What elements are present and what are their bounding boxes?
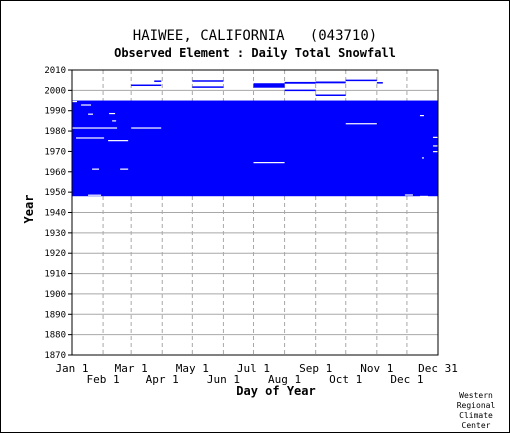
x-tick-label: Mar 1 — [115, 362, 148, 375]
missing-segment — [72, 100, 78, 103]
y-tick-label: 2010 — [44, 66, 66, 76]
missing-segment — [421, 157, 424, 159]
x-tick-label: Apr 1 — [146, 373, 179, 386]
x-tick-label: Oct 1 — [329, 373, 362, 386]
missing-segment — [253, 162, 285, 164]
x-tick-label: Sep 1 — [299, 362, 332, 375]
x-tick-label: Jul 1 — [237, 362, 270, 375]
missing-segment — [404, 194, 413, 196]
credit-line: Center — [462, 421, 491, 430]
missing-data — [72, 100, 438, 198]
data-segment — [161, 112, 190, 114]
chart-title: HAIWEE, CALIFORNIA (043710) — [133, 28, 377, 44]
data-segment — [345, 79, 377, 82]
data-segment — [284, 89, 316, 92]
missing-segment — [81, 104, 92, 106]
data-segment — [154, 80, 162, 82]
data-segment — [284, 81, 316, 84]
y-tick-label: 1880 — [44, 331, 66, 341]
x-tick-label: Dec 31 — [418, 362, 458, 375]
y-axis-ticks: 1870 1880 1890 1900 1910 1920 1930 1940 1950 1960… — [44, 66, 72, 361]
missing-segment — [345, 123, 377, 125]
data-segment — [131, 84, 162, 87]
y-tick-label: 1990 — [44, 107, 66, 117]
y-axis-label: Year — [22, 195, 36, 224]
credit-text: Western Regional Climate Center — [457, 391, 496, 430]
data-segment — [192, 86, 224, 88]
x-tick-label: May 1 — [176, 362, 209, 375]
missing-segment — [92, 168, 100, 170]
y-tick-label: 1960 — [44, 168, 66, 178]
x-tick-label: Aug 1 — [268, 373, 301, 386]
credit-line: Climate — [459, 411, 493, 420]
y-tick-label: 1900 — [44, 290, 66, 300]
data-segment — [315, 81, 346, 84]
y-tick-label: 2000 — [44, 86, 66, 96]
data-coverage — [72, 79, 438, 197]
credit-line: Regional — [457, 401, 496, 410]
missing-segment — [88, 113, 94, 115]
y-tick-label: 1920 — [44, 249, 66, 259]
missing-segment — [76, 137, 105, 139]
y-tick-label: 1890 — [44, 310, 66, 320]
y-tick-label: 1930 — [44, 229, 66, 239]
y-tick-label: 1970 — [44, 147, 66, 157]
x-tick-label: Jan 1 — [55, 362, 88, 375]
credit-line: Western — [459, 391, 493, 400]
missing-segment — [432, 136, 438, 138]
missing-segment — [432, 151, 438, 153]
chart-subtitle: Observed Element : Daily Total Snowfall — [114, 46, 396, 60]
x-tick-label: Feb 1 — [87, 373, 120, 386]
x-tick-label: Nov 1 — [360, 362, 393, 375]
x-tick-label: Jun 1 — [207, 373, 240, 386]
data-segment — [315, 94, 346, 96]
y-tick-label: 1910 — [44, 270, 66, 280]
missing-segment — [108, 140, 129, 142]
y-tick-label: 1870 — [44, 351, 66, 361]
data-segment — [376, 82, 383, 84]
missing-segment — [419, 115, 424, 117]
y-tick-label: 1940 — [44, 209, 66, 219]
y-tick-label: 1980 — [44, 127, 66, 137]
data-segment — [253, 83, 285, 88]
y-tick-label: 1950 — [44, 188, 66, 198]
x-tick-label: Dec 1 — [390, 373, 423, 386]
missing-segment — [88, 194, 102, 196]
missing-segment — [432, 145, 438, 147]
missing-segment — [72, 127, 118, 129]
missing-segment — [419, 195, 428, 198]
missing-segment — [112, 120, 117, 122]
missing-segment — [131, 127, 162, 129]
missing-segment — [109, 112, 116, 115]
data-block — [72, 100, 438, 197]
missing-segment — [120, 168, 129, 170]
data-segment — [192, 80, 224, 82]
x-axis-label: Day of Year — [236, 384, 315, 398]
